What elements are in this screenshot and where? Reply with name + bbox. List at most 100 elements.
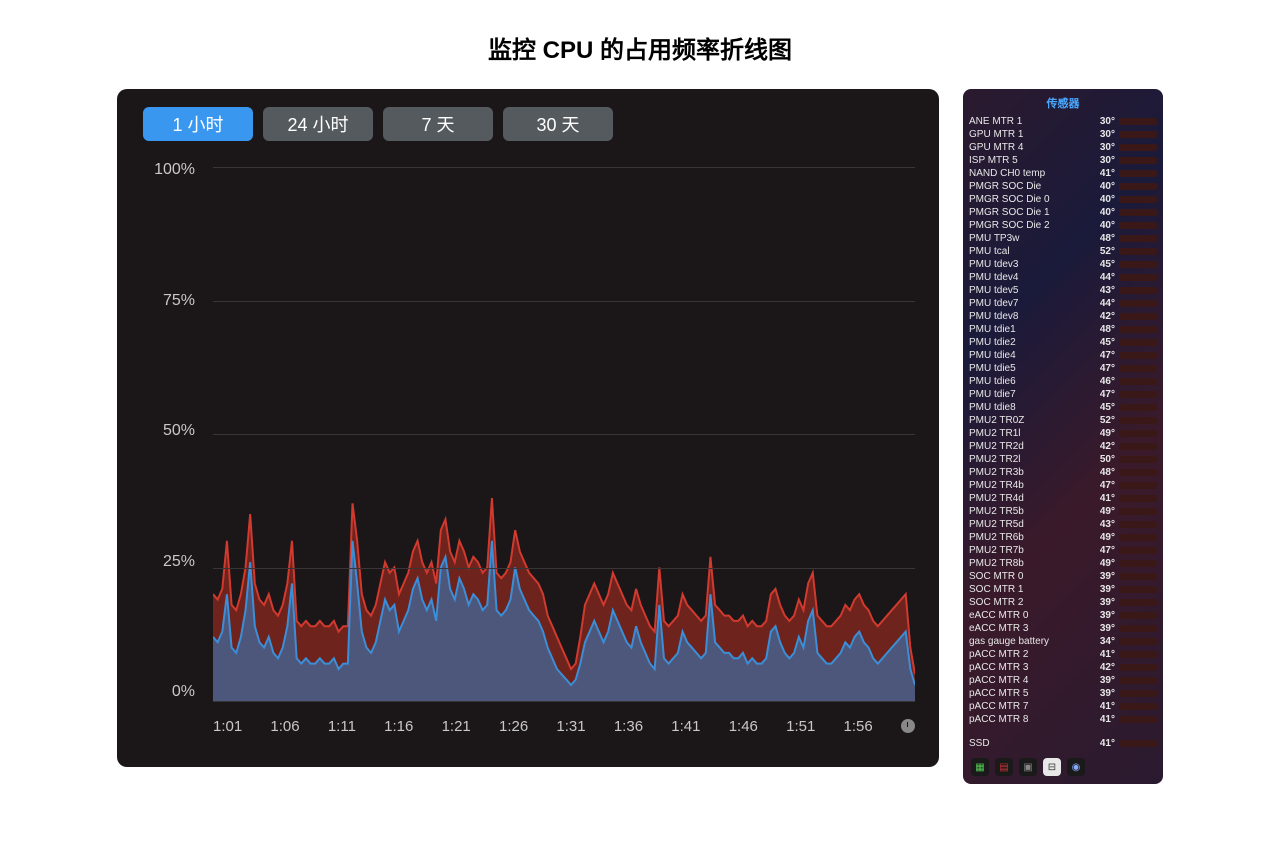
x-tick: 1:56 [844, 718, 873, 735]
x-tick: 1:11 [328, 718, 356, 735]
sensor-temp: 47° [1087, 389, 1115, 400]
sensor-bar [1119, 170, 1157, 177]
sensor-name: PMGR SOC Die 0 [969, 194, 1087, 205]
sensor-temp: 52° [1087, 246, 1115, 257]
sensor-row: PMU2 TR4b47° [969, 479, 1157, 492]
sensor-row: PMU tdie845° [969, 401, 1157, 414]
sensor-row: pACC MTR 342° [969, 661, 1157, 674]
sensor-name: PMU tdie7 [969, 389, 1087, 400]
sensor-bar [1119, 612, 1157, 619]
sensor-temp: 45° [1087, 337, 1115, 348]
sensor-bar [1119, 300, 1157, 307]
sensor-row: ISP MTR 530° [969, 154, 1157, 167]
x-tick: 1:01 [213, 718, 242, 735]
sensor-name: PMU2 TR5b [969, 506, 1087, 517]
sensor-bar [1119, 417, 1157, 424]
plot [213, 167, 915, 701]
chart-icon[interactable]: ▤ [995, 758, 1013, 776]
sensor-bar [1119, 651, 1157, 658]
sensor-temp: 48° [1087, 233, 1115, 244]
tab-2[interactable]: 7 天 [383, 107, 493, 141]
sensor-name: PMU2 TR4d [969, 493, 1087, 504]
sensor-name: PMGR SOC Die 1 [969, 207, 1087, 218]
time-range-tabs: 1 小时 24 小时 7 天 30 天 [143, 107, 923, 141]
sensor-ssd-row: SSD 41° [969, 737, 1157, 750]
sensor-row: PMU tdev744° [969, 297, 1157, 310]
sensor-temp: 40° [1087, 181, 1115, 192]
sensor-temp: 39° [1087, 571, 1115, 582]
sensor-name: PMU2 TR6b [969, 532, 1087, 543]
sensor-name: PMU tdev4 [969, 272, 1087, 283]
tab-0[interactable]: 1 小时 [143, 107, 253, 141]
sensor-row: SOC MTR 239° [969, 596, 1157, 609]
sensor-bar [1119, 326, 1157, 333]
sensor-name: PMU tdie4 [969, 350, 1087, 361]
x-tick: 1:51 [786, 718, 815, 735]
page-title: 监控 CPU 的占用频率折线图 [488, 30, 792, 65]
sensor-bar [1119, 547, 1157, 554]
sensor-row: PMU2 TR2d42° [969, 440, 1157, 453]
sensor-bar [1119, 391, 1157, 398]
sensor-row: GPU MTR 430° [969, 141, 1157, 154]
x-tick: 1:36 [614, 718, 643, 735]
gridline [213, 434, 915, 435]
sensor-bar [1119, 664, 1157, 671]
sensor-name: PMU2 TR2l [969, 454, 1087, 465]
sensor-row: PMU tdie747° [969, 388, 1157, 401]
sensor-name: PMU tdev8 [969, 311, 1087, 322]
sensor-name: PMU2 TR5d [969, 519, 1087, 530]
tab-1[interactable]: 24 小时 [263, 107, 373, 141]
gridline [213, 167, 915, 168]
terminal-icon[interactable]: ▣ [1019, 758, 1037, 776]
activity-icon[interactable]: ▦ [971, 758, 989, 776]
sensor-row: PMU2 TR3b48° [969, 466, 1157, 479]
content-row: 1 小时24 小时7 天30 天 100%75%50%25%0% 1:011:0… [93, 89, 1187, 784]
sensor-row: eACC MTR 339° [969, 622, 1157, 635]
sensor-name: pACC MTR 5 [969, 688, 1087, 699]
sensor-bar [1119, 430, 1157, 437]
sensor-ssd-temp: 41° [1087, 738, 1115, 749]
sensor-name: PMU TP3w [969, 233, 1087, 244]
sensor-row: pACC MTR 241° [969, 648, 1157, 661]
sensor-temp: 50° [1087, 454, 1115, 465]
sensor-row: GPU MTR 130° [969, 128, 1157, 141]
sensor-name: PMU tdie8 [969, 402, 1087, 413]
sensor-temp: 47° [1087, 350, 1115, 361]
sensor-bar [1119, 625, 1157, 632]
sensor-name: PMU2 TR1l [969, 428, 1087, 439]
clock-icon [901, 719, 915, 733]
sensor-row: PMGR SOC Die 240° [969, 219, 1157, 232]
sensor-bar [1119, 248, 1157, 255]
sensor-name: PMGR SOC Die [969, 181, 1087, 192]
y-tick: 100% [154, 161, 195, 179]
sensor-row: ANE MTR 130° [969, 115, 1157, 128]
sensor-bar [1119, 118, 1157, 125]
y-tick: 50% [163, 422, 195, 440]
sensor-row: PMU tdie646° [969, 375, 1157, 388]
sensor-bar [1119, 209, 1157, 216]
disk-icon[interactable]: ⊟ [1043, 758, 1061, 776]
sensor-name: PMGR SOC Die 2 [969, 220, 1087, 231]
sensor-bar [1119, 235, 1157, 242]
sensor-temp: 43° [1087, 285, 1115, 296]
y-tick: 0% [172, 683, 195, 701]
sensor-row: PMU tdev543° [969, 284, 1157, 297]
sensor-bar [1119, 157, 1157, 164]
sensor-temp: 52° [1087, 415, 1115, 426]
sensor-bar [1119, 365, 1157, 372]
sensor-bar [1119, 638, 1157, 645]
sensor-name: SOC MTR 1 [969, 584, 1087, 595]
sensor-panel: 传感器 ANE MTR 130°GPU MTR 130°GPU MTR 430°… [963, 89, 1163, 784]
sensor-row: PMGR SOC Die 040° [969, 193, 1157, 206]
sensor-bar [1119, 469, 1157, 476]
sensor-bar [1119, 599, 1157, 606]
sensor-bar [1119, 716, 1157, 723]
sensor-row: PMU2 TR5b49° [969, 505, 1157, 518]
sensor-temp: 39° [1087, 610, 1115, 621]
globe-icon[interactable]: ◉ [1067, 758, 1085, 776]
sensor-temp: 48° [1087, 467, 1115, 478]
sensor-name: pACC MTR 2 [969, 649, 1087, 660]
tab-3[interactable]: 30 天 [503, 107, 613, 141]
sensor-row: PMU2 TR1l49° [969, 427, 1157, 440]
x-tick: 1:26 [499, 718, 528, 735]
